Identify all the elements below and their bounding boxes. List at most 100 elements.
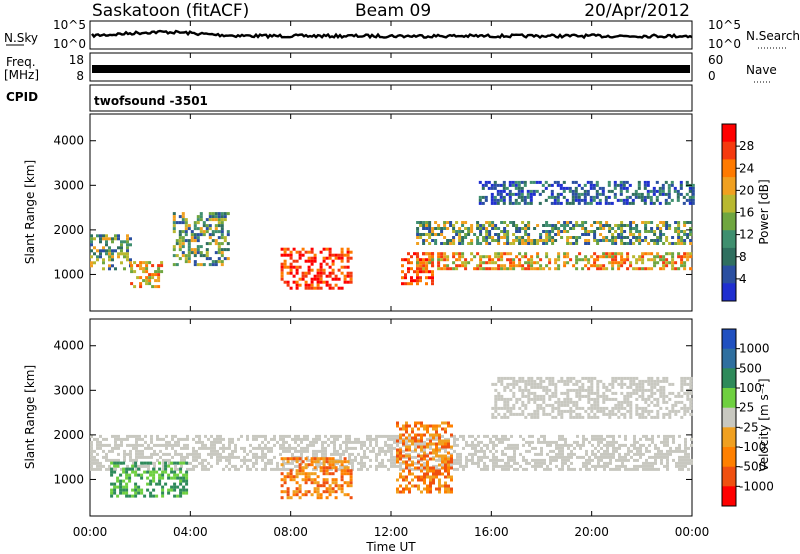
echo-cell [608, 409, 612, 413]
echo-cell [687, 455, 690, 459]
echo-cell [105, 452, 108, 456]
echo-cell [204, 443, 207, 447]
echo-cell [181, 254, 185, 258]
echo-cell [441, 445, 444, 449]
echo-cell [410, 282, 413, 286]
echo-cell [321, 452, 324, 456]
echo-cell [363, 443, 366, 447]
echo-cell [161, 488, 165, 492]
echo-cell [540, 440, 543, 444]
echo-cell [686, 394, 690, 398]
echo-cell [316, 490, 320, 494]
echo-cell [375, 434, 378, 438]
echo-cell [429, 475, 432, 479]
echo-cell [324, 440, 327, 444]
echo-cell [231, 452, 234, 456]
echo-cell [420, 436, 423, 440]
echo-cell [126, 434, 129, 438]
echo-cell [343, 265, 347, 269]
echo-cell [611, 382, 615, 386]
echo-cell [507, 458, 510, 462]
echo-cell [529, 189, 533, 193]
echo-cell [533, 397, 537, 401]
echo-cell [609, 452, 612, 456]
echo-cell [426, 427, 429, 431]
echo-cell [545, 221, 549, 224]
echo-cell [134, 491, 138, 495]
echo-cell [310, 250, 314, 254]
echo-cell [148, 276, 152, 280]
echo-cell [255, 437, 258, 441]
echo-cell [416, 258, 420, 262]
echo-cell [328, 250, 332, 254]
echo-cell [333, 437, 336, 441]
echo-cell [511, 180, 515, 184]
echo-cell [420, 475, 423, 479]
echo-cell [328, 286, 332, 290]
echo-cell [315, 449, 318, 453]
echo-cell [633, 437, 636, 441]
echo-cell [642, 461, 645, 465]
echo-cell [623, 230, 627, 233]
echo-cell [444, 457, 447, 461]
echo-cell [662, 394, 666, 398]
echo-cell [673, 186, 677, 190]
echo-cell [641, 391, 645, 395]
echo-cell [677, 400, 681, 404]
echo-cell [663, 440, 666, 444]
echo-cell [605, 385, 609, 389]
echo-cell [582, 437, 585, 441]
echo-cell [190, 233, 194, 237]
echo-cell [499, 183, 503, 187]
echo-cell [468, 434, 471, 438]
echo-cell [190, 230, 194, 234]
echo-cell [304, 481, 308, 485]
echo-cell [148, 279, 152, 283]
echo-cell [485, 233, 489, 236]
echo-cell [530, 239, 534, 242]
echo-cell [627, 452, 630, 456]
echo-cell [632, 242, 636, 245]
echo-cell [530, 415, 534, 419]
echo-cell [575, 403, 579, 407]
echo-cell [479, 267, 483, 271]
echo-cell [557, 233, 561, 236]
echo-cell [423, 472, 426, 476]
echo-cell [228, 461, 231, 465]
echo-cell [349, 274, 353, 278]
echo-cell [240, 458, 243, 462]
echo-cell [572, 403, 576, 407]
echo-cell [642, 443, 645, 447]
echo-cell [346, 466, 350, 470]
echo-cell [328, 271, 332, 275]
echo-cell [613, 183, 617, 187]
echo-cell [515, 230, 519, 233]
echo-cell [333, 446, 336, 450]
echo-cell [357, 437, 360, 441]
echo-cell [198, 455, 201, 459]
echo-cell [551, 379, 555, 383]
echo-cell [500, 236, 504, 239]
echo-cell [530, 264, 534, 268]
echo-cell [456, 461, 459, 465]
echo-cell [186, 446, 189, 450]
echo-cell [537, 461, 540, 465]
echo-cell [638, 233, 642, 236]
echo-cell [285, 446, 288, 450]
echo-cell [313, 277, 317, 281]
echo-cell [162, 464, 165, 468]
echo-cell [93, 467, 96, 471]
echo-cell [554, 406, 558, 410]
echo-cell [446, 258, 450, 262]
echo-cell [606, 434, 609, 438]
echo-cell [141, 443, 144, 447]
echo-cell [99, 255, 102, 259]
echo-cell [636, 464, 639, 468]
echo-cell [523, 180, 527, 184]
echo-cell [554, 391, 558, 395]
echo-cell [210, 443, 213, 447]
echo-cell [431, 273, 434, 277]
echo-cell [246, 467, 249, 471]
echo-cell [301, 277, 305, 281]
